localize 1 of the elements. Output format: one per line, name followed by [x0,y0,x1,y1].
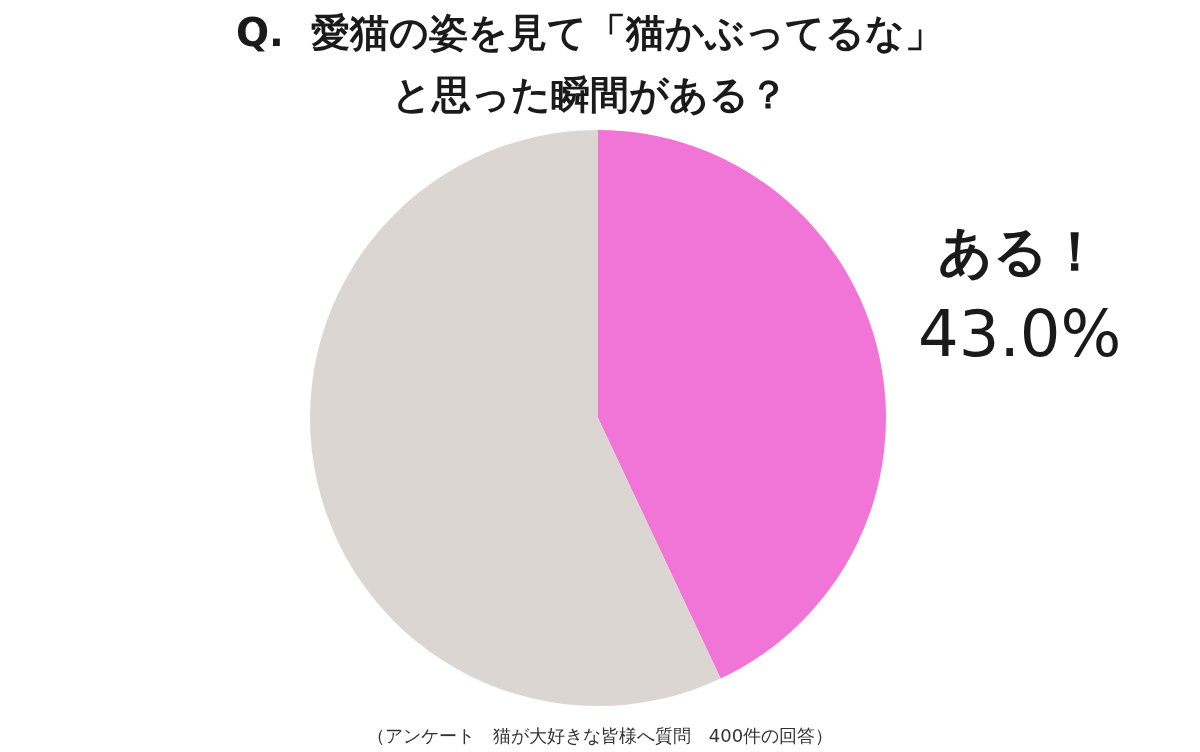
title: Q. 愛猫の姿を見て「猫かぶってるな」と思った瞬間がある？ [235,10,945,117]
